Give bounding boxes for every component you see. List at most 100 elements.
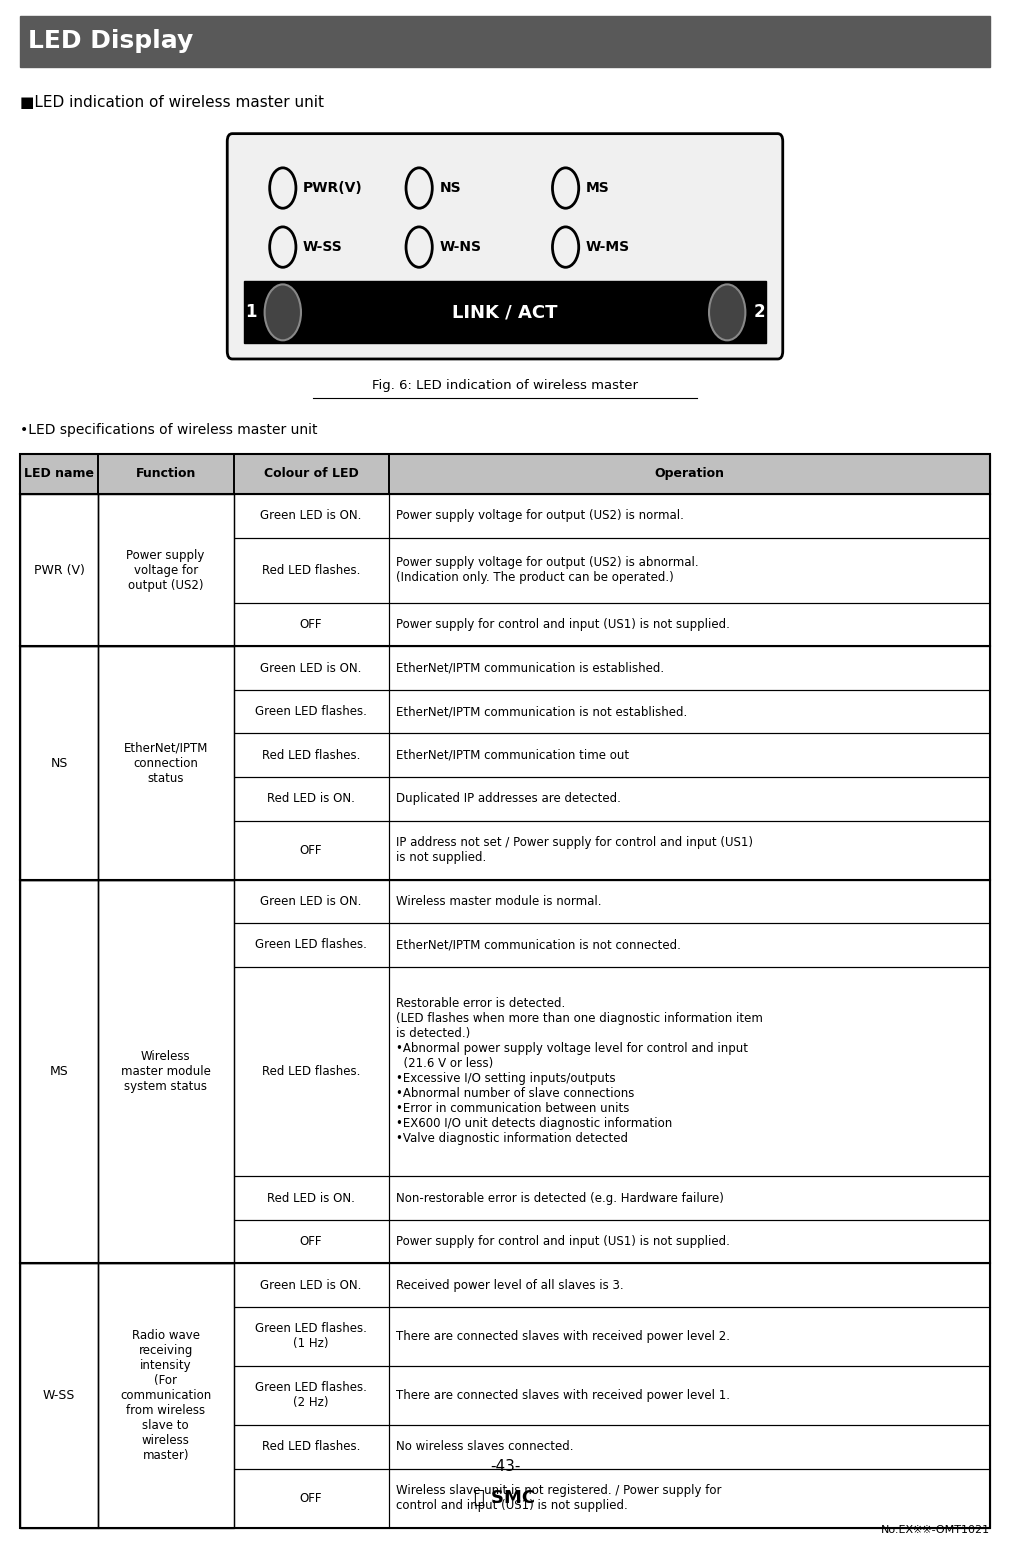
Text: MS: MS <box>586 180 610 196</box>
Circle shape <box>406 227 432 267</box>
Bar <box>233 733 389 777</box>
Bar <box>20 454 98 494</box>
Bar <box>233 1220 389 1263</box>
Bar <box>98 494 233 646</box>
Bar <box>233 1263 389 1307</box>
Text: Green LED is ON.: Green LED is ON. <box>261 510 362 522</box>
Bar <box>233 603 389 646</box>
Text: NS: NS <box>439 180 461 196</box>
Bar <box>389 1425 990 1469</box>
Bar <box>20 16 990 67</box>
Bar <box>389 777 990 821</box>
Text: Green LED flashes.: Green LED flashes. <box>256 939 367 951</box>
Bar <box>20 1263 98 1528</box>
Text: Green LED is ON.: Green LED is ON. <box>261 1279 362 1291</box>
Bar <box>233 538 389 603</box>
Bar <box>233 967 389 1176</box>
Text: 1: 1 <box>244 303 257 322</box>
Text: EtherNet/IPTM communication is not established.: EtherNet/IPTM communication is not estab… <box>396 706 687 718</box>
Text: Restorable error is detected.
(LED flashes when more than one diagnostic informa: Restorable error is detected. (LED flash… <box>396 998 763 1145</box>
Text: W-SS: W-SS <box>303 239 342 255</box>
Bar <box>389 1425 990 1469</box>
Bar <box>98 646 233 880</box>
Text: Red LED flashes.: Red LED flashes. <box>262 564 361 577</box>
Bar <box>233 1469 389 1528</box>
Bar <box>233 454 389 494</box>
Text: Power supply
voltage for
output (US2): Power supply voltage for output (US2) <box>126 549 205 592</box>
Bar <box>389 1220 990 1263</box>
Bar <box>233 494 389 538</box>
Bar <box>389 603 990 646</box>
Circle shape <box>270 227 296 267</box>
Text: PWR(V): PWR(V) <box>303 180 363 196</box>
Bar <box>389 967 990 1176</box>
Bar <box>98 1263 233 1528</box>
Text: PWR (V): PWR (V) <box>33 564 85 577</box>
Text: No.EX※※-OMT1021: No.EX※※-OMT1021 <box>881 1526 990 1535</box>
Bar <box>233 646 389 690</box>
Circle shape <box>552 227 579 267</box>
Text: Power supply for control and input (US1) is not supplied.: Power supply for control and input (US1)… <box>396 1235 729 1248</box>
Circle shape <box>270 168 296 208</box>
Bar <box>233 1220 389 1263</box>
Text: W-MS: W-MS <box>586 239 630 255</box>
Bar <box>233 454 389 494</box>
Bar <box>389 494 990 538</box>
Text: Wireless slave unit is not registered. / Power supply for
control and input (US1: Wireless slave unit is not registered. /… <box>396 1484 721 1512</box>
Bar <box>233 1307 389 1366</box>
Bar <box>233 821 389 880</box>
Bar <box>389 1263 990 1307</box>
Text: Red LED flashes.: Red LED flashes. <box>262 1064 361 1078</box>
Bar <box>233 1366 389 1425</box>
Text: There are connected slaves with received power level 2.: There are connected slaves with received… <box>396 1330 729 1343</box>
Bar <box>389 538 990 603</box>
Text: 2: 2 <box>753 303 766 322</box>
Text: Wireless master module is normal.: Wireless master module is normal. <box>396 895 601 908</box>
Bar <box>98 880 233 1263</box>
FancyBboxPatch shape <box>227 134 783 359</box>
Bar <box>233 1425 389 1469</box>
Text: OFF: OFF <box>300 844 322 856</box>
Text: -43-: -43- <box>490 1459 520 1475</box>
Bar <box>98 646 233 880</box>
Bar <box>233 1263 389 1307</box>
Circle shape <box>265 284 301 340</box>
Text: ■LED indication of wireless master unit: ■LED indication of wireless master unit <box>20 95 324 110</box>
Bar <box>389 923 990 967</box>
Text: Non-restorable error is detected (e.g. Hardware failure): Non-restorable error is detected (e.g. H… <box>396 1192 723 1204</box>
Text: Colour of LED: Colour of LED <box>264 468 359 480</box>
Text: Red LED is ON.: Red LED is ON. <box>267 1192 356 1204</box>
Text: Radio wave
receiving
intensity
(For
communication
from wireless
slave to
wireles: Radio wave receiving intensity (For comm… <box>120 1329 211 1462</box>
Text: Ⓢ SMC: Ⓢ SMC <box>475 1489 535 1507</box>
Bar <box>20 1263 98 1528</box>
Text: Red LED flashes.: Red LED flashes. <box>262 1441 361 1453</box>
Text: OFF: OFF <box>300 1235 322 1248</box>
Text: Green LED is ON.: Green LED is ON. <box>261 895 362 908</box>
Bar <box>389 1366 990 1425</box>
Text: Green LED flashes.: Green LED flashes. <box>256 706 367 718</box>
Bar <box>233 603 389 646</box>
Bar <box>389 821 990 880</box>
Bar <box>233 923 389 967</box>
Circle shape <box>552 168 579 208</box>
Bar <box>98 880 233 1263</box>
Text: Function: Function <box>135 468 196 480</box>
Bar <box>233 1469 389 1528</box>
Circle shape <box>709 284 745 340</box>
Bar <box>389 733 990 777</box>
Bar <box>389 690 990 733</box>
Bar <box>389 1469 990 1528</box>
Text: Red LED is ON.: Red LED is ON. <box>267 793 356 805</box>
Text: MS: MS <box>49 1064 69 1078</box>
Text: NS: NS <box>50 757 68 769</box>
Text: Power supply for control and input (US1) is not supplied.: Power supply for control and input (US1)… <box>396 618 729 631</box>
Bar <box>389 494 990 538</box>
Text: Power supply voltage for output (US2) is abnormal.
(Indication only. The product: Power supply voltage for output (US2) is… <box>396 556 698 584</box>
Bar <box>233 646 389 690</box>
Bar <box>389 603 990 646</box>
Text: OFF: OFF <box>300 618 322 631</box>
Bar <box>233 690 389 733</box>
Bar <box>389 967 990 1176</box>
Bar <box>389 733 990 777</box>
Text: •LED specifications of wireless master unit: •LED specifications of wireless master u… <box>20 423 318 437</box>
